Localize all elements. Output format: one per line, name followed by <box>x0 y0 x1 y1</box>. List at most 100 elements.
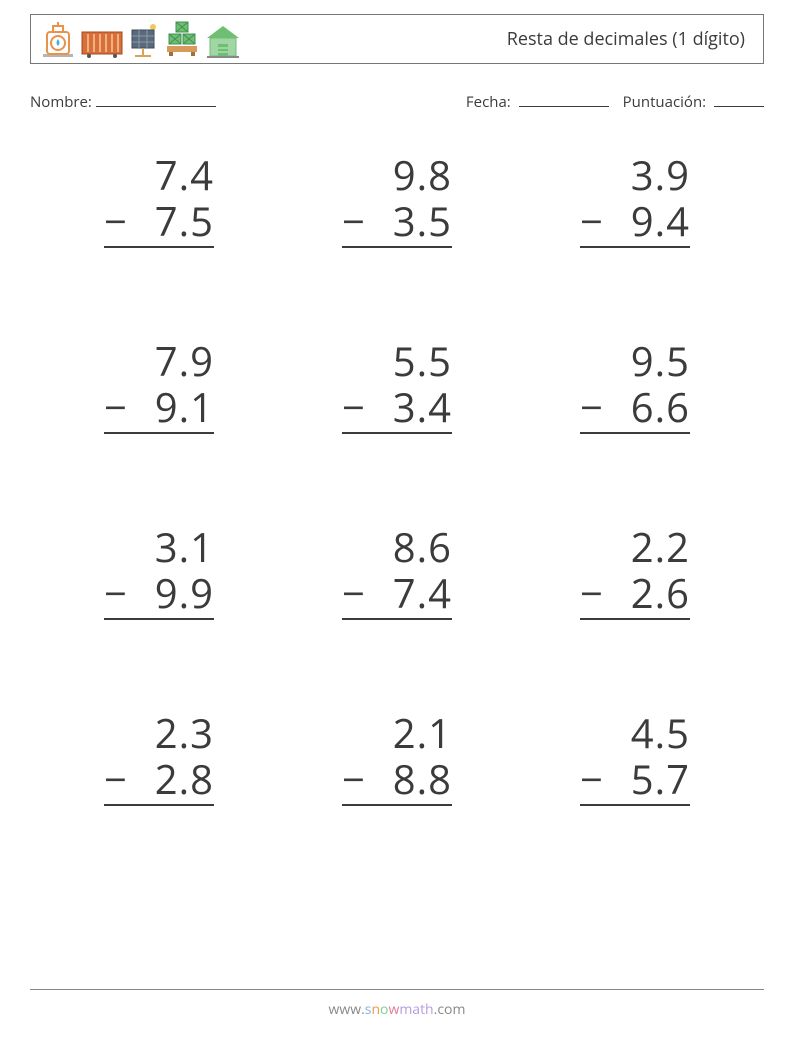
footer-part-5: math <box>399 1000 433 1019</box>
subtrahend: 2.6 <box>607 570 690 616</box>
footer-url: www.snowmath.com <box>0 1000 794 1019</box>
minuend: 5.5 <box>342 338 452 384</box>
footer-divider <box>30 989 764 990</box>
minuend: 4.5 <box>580 710 690 756</box>
subtrahend: 7.5 <box>131 198 214 244</box>
subtrahend: 9.4 <box>607 198 690 244</box>
problem: 3.9−9.4 <box>536 152 734 248</box>
minuend: 9.8 <box>342 152 452 198</box>
worksheet-title: Resta de decimales (1 dígito) <box>507 27 745 51</box>
minus-sign: − <box>580 570 603 616</box>
date-field: Fecha: <box>466 92 609 112</box>
meta-row: Nombre: Fecha: Puntuación: <box>30 92 764 112</box>
subtrahend: 9.9 <box>131 570 214 616</box>
minuend: 9.5 <box>580 338 690 384</box>
subtrahend-row: −6.6 <box>580 384 690 434</box>
problem: 2.2−2.6 <box>536 524 734 620</box>
stacked-crates-icon <box>165 20 199 58</box>
oil-tank-icon <box>41 20 75 58</box>
subtrahend-row: −2.6 <box>580 570 690 620</box>
problem: 3.1−9.9 <box>60 524 258 620</box>
footer-part-0: www. <box>329 1000 365 1019</box>
problem-stack: 4.5−5.7 <box>580 710 690 806</box>
minus-sign: − <box>104 198 127 244</box>
problem-stack: 3.9−9.4 <box>580 152 690 248</box>
header-icons <box>41 20 241 58</box>
minuend: 7.9 <box>104 338 214 384</box>
subtrahend: 9.1 <box>131 384 214 430</box>
date-blank[interactable] <box>519 92 609 107</box>
problem-stack: 7.4−7.5 <box>104 152 214 248</box>
name-blank[interactable] <box>96 92 216 107</box>
subtrahend-row: −2.8 <box>104 756 214 806</box>
footer-part-2: n <box>371 1000 380 1019</box>
minus-sign: − <box>342 570 365 616</box>
problem-stack: 5.5−3.4 <box>342 338 452 434</box>
subtrahend: 6.6 <box>607 384 690 430</box>
subtrahend-row: −9.1 <box>104 384 214 434</box>
minuend: 2.1 <box>342 710 452 756</box>
minuend: 3.1 <box>104 524 214 570</box>
problem: 2.3−2.8 <box>60 710 258 806</box>
subtrahend-row: −7.4 <box>342 570 452 620</box>
problem-stack: 3.1−9.9 <box>104 524 214 620</box>
problem-stack: 9.8−3.5 <box>342 152 452 248</box>
subtrahend-row: −9.9 <box>104 570 214 620</box>
subtrahend-row: −9.4 <box>580 198 690 248</box>
subtrahend: 3.5 <box>369 198 452 244</box>
name-field: Nombre: <box>30 92 216 112</box>
problem: 2.1−8.8 <box>298 710 496 806</box>
minuend: 8.6 <box>342 524 452 570</box>
container-icon <box>81 28 123 58</box>
date-label: Fecha: <box>466 92 511 112</box>
minuend: 2.3 <box>104 710 214 756</box>
solar-panel-icon <box>129 22 159 58</box>
problem: 9.8−3.5 <box>298 152 496 248</box>
minus-sign: − <box>342 756 365 802</box>
minuend: 7.4 <box>104 152 214 198</box>
subtrahend-row: −3.4 <box>342 384 452 434</box>
score-field: Puntuación: <box>623 92 764 112</box>
subtrahend: 3.4 <box>369 384 452 430</box>
subtrahend: 7.4 <box>369 570 452 616</box>
score-blank[interactable] <box>714 92 764 107</box>
problem: 4.5−5.7 <box>536 710 734 806</box>
subtrahend-row: −3.5 <box>342 198 452 248</box>
problem-stack: 9.5−6.6 <box>580 338 690 434</box>
problem-stack: 7.9−9.1 <box>104 338 214 434</box>
minuend: 2.2 <box>580 524 690 570</box>
minus-sign: − <box>342 384 365 430</box>
worksheet-page: Resta de decimales (1 dígito) Nombre: Fe… <box>0 0 794 1053</box>
problem-stack: 2.3−2.8 <box>104 710 214 806</box>
name-label: Nombre: <box>30 92 92 112</box>
header-box: Resta de decimales (1 dígito) <box>30 14 764 64</box>
problem: 7.9−9.1 <box>60 338 258 434</box>
minus-sign: − <box>580 198 603 244</box>
problem-stack: 8.6−7.4 <box>342 524 452 620</box>
problem: 7.4−7.5 <box>60 152 258 248</box>
minus-sign: − <box>104 756 127 802</box>
subtrahend-row: −8.8 <box>342 756 452 806</box>
score-label: Puntuación: <box>623 92 706 112</box>
minus-sign: − <box>104 384 127 430</box>
minus-sign: − <box>580 756 603 802</box>
problem-stack: 2.1−8.8 <box>342 710 452 806</box>
subtrahend: 2.8 <box>131 756 214 802</box>
footer-part-6: .com <box>434 1000 466 1019</box>
minus-sign: − <box>342 198 365 244</box>
minus-sign: − <box>104 570 127 616</box>
subtrahend: 8.8 <box>369 756 452 802</box>
problem: 9.5−6.6 <box>536 338 734 434</box>
problems-grid: 7.4−7.59.8−3.53.9−9.47.9−9.15.5−3.49.5−6… <box>30 152 764 806</box>
subtrahend-row: −5.7 <box>580 756 690 806</box>
subtrahend-row: −7.5 <box>104 198 214 248</box>
subtrahend: 5.7 <box>607 756 690 802</box>
footer-part-4: w <box>388 1000 399 1019</box>
minuend: 3.9 <box>580 152 690 198</box>
warehouse-icon <box>205 22 241 58</box>
problem: 5.5−3.4 <box>298 338 496 434</box>
problem: 8.6−7.4 <box>298 524 496 620</box>
problem-stack: 2.2−2.6 <box>580 524 690 620</box>
footer: www.snowmath.com <box>0 989 794 1019</box>
minus-sign: − <box>580 384 603 430</box>
